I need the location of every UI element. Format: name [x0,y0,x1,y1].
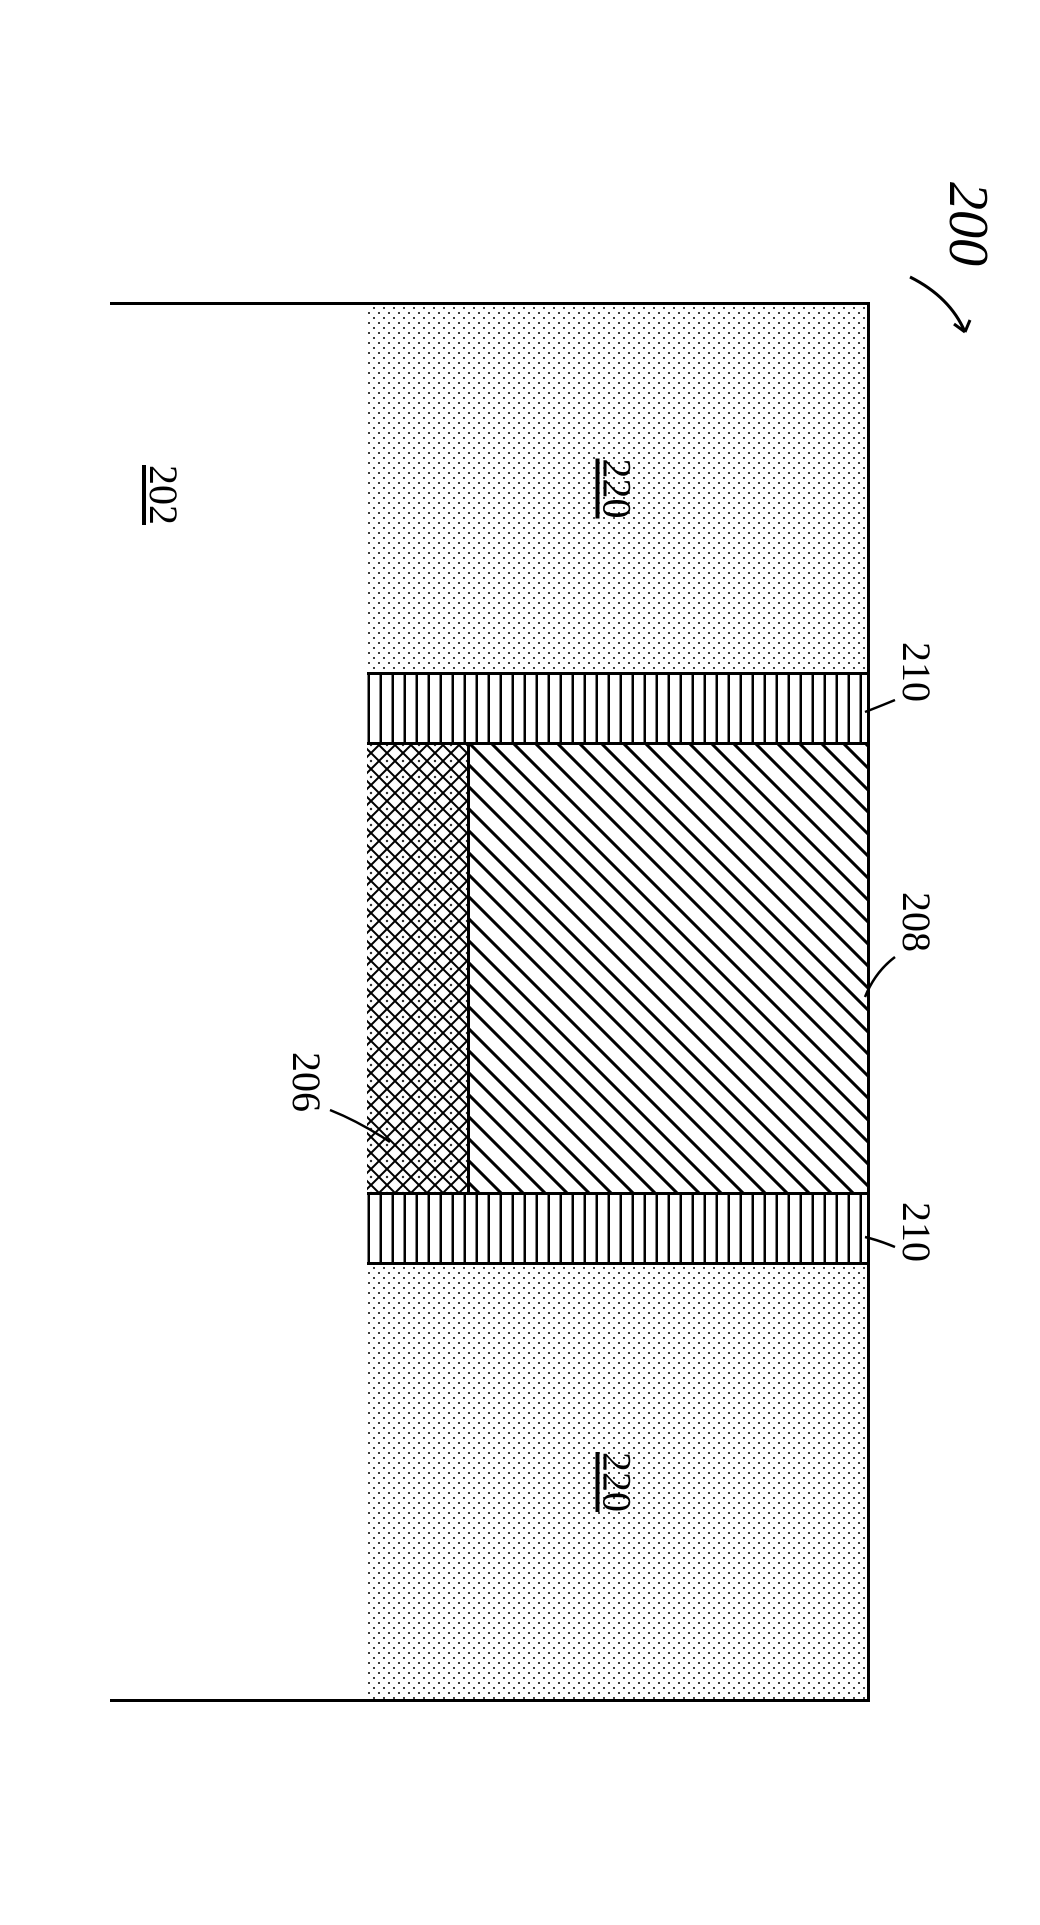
assembly-label: 200 [936,182,1000,266]
substrate-row: 202 [110,305,367,1699]
figure: 200 [70,182,970,1742]
spacer-right-fill [367,1195,867,1262]
gate-insulator-label: 206 [283,1052,330,1112]
ild-right-region: 220 [367,1265,867,1699]
gate-electrode-label: 208 [893,892,940,952]
spacer-left-leader [860,692,900,732]
spacer-left-region [367,675,867,745]
gate-insulator-leader [325,1102,400,1162]
spacer-right-region [367,1195,867,1265]
spacer-left-label: 210 [893,642,940,702]
device-cross-section: 220 [110,302,870,1702]
gate-electrode-region [467,745,867,1192]
figure-rotation-wrapper: 200 [70,182,970,1742]
ild-left-region: 220 [367,305,867,675]
ild-right-label: 220 [594,1452,641,1512]
spacer-left-fill [367,675,867,742]
ild-left-label: 220 [594,459,641,519]
substrate-label: 202 [140,465,187,525]
assembly-arrow-icon [900,272,980,362]
gate-column [367,745,867,1195]
spacer-right-leader [860,1222,900,1262]
gate-electrode-leader [860,952,900,1012]
top-row: 220 [367,305,867,1699]
gate-electrode-fill [470,745,867,1192]
spacer-right-label: 210 [893,1202,940,1262]
substrate-region: 202 [110,305,367,1699]
page: 200 [0,0,1040,1925]
